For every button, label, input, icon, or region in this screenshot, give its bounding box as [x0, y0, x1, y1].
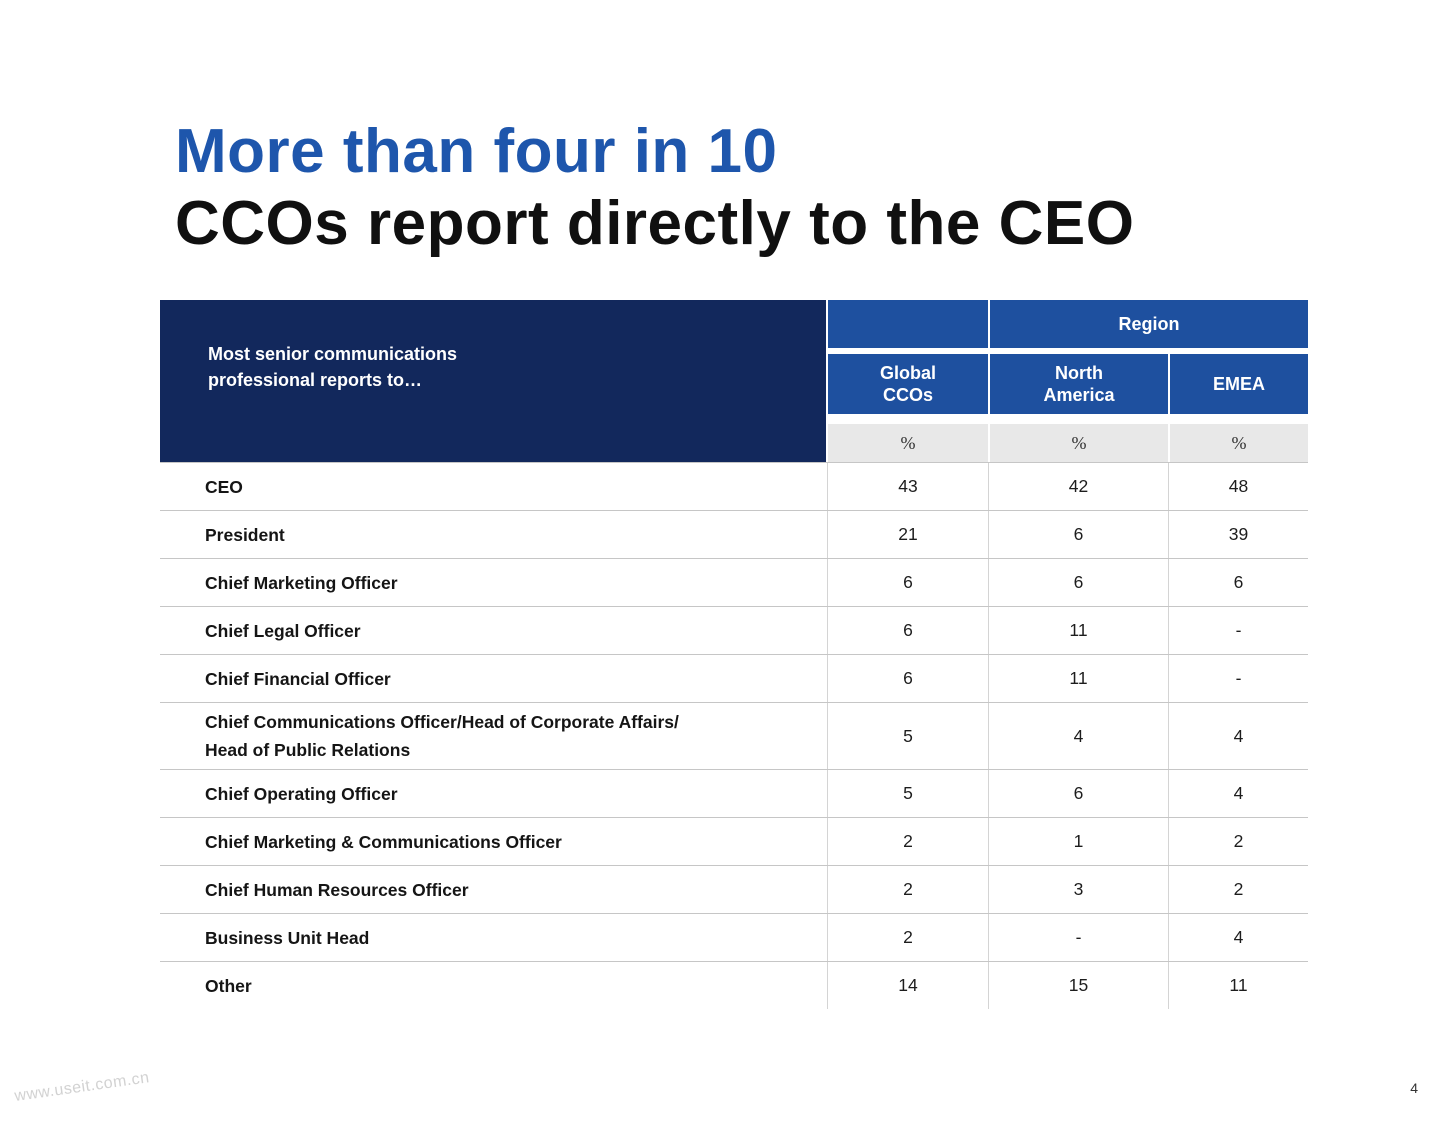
- row-value-global: 2: [827, 818, 988, 865]
- column-header-global: Global CCOs: [828, 354, 988, 414]
- table-row: Chief Operating Officer 5 6 4: [160, 769, 1308, 817]
- table-header: Most senior communications professional …: [160, 300, 1308, 462]
- row-value-north-america: 4: [988, 703, 1168, 769]
- row-label: CEO: [205, 476, 243, 497]
- table-row: Chief Marketing & Communications Officer…: [160, 817, 1308, 865]
- table-row: Other 14 15 11: [160, 961, 1308, 1009]
- column-emea: EMEA %: [1170, 348, 1308, 462]
- row-value-emea: -: [1168, 607, 1308, 654]
- percent-cell-north-america: %: [990, 424, 1168, 462]
- title-line-1: More than four in 10: [175, 117, 778, 186]
- row-value-global: 6: [827, 655, 988, 702]
- row-value-north-america: 6: [988, 511, 1168, 558]
- row-value-global: 2: [827, 914, 988, 961]
- row-value-emea: 39: [1168, 511, 1308, 558]
- row-label: Chief Marketing & Communications Officer: [205, 831, 562, 852]
- slide-title: More than four in 10 CCOs report directl…: [175, 116, 1134, 260]
- global-top-spacer: [828, 300, 988, 348]
- row-value-north-america: 6: [988, 770, 1168, 817]
- row-value-emea: 11: [1168, 962, 1308, 1009]
- row-value-emea: 4: [1168, 770, 1308, 817]
- row-label: President: [205, 524, 285, 545]
- row-value-north-america: 6: [988, 559, 1168, 606]
- row-label: Chief Financial Officer: [205, 668, 391, 689]
- row-value-emea: 4: [1168, 703, 1308, 769]
- row-value-north-america: 11: [988, 607, 1168, 654]
- row-value-global: 2: [827, 866, 988, 913]
- region-header: Region: [990, 300, 1308, 348]
- row-value-north-america: -: [988, 914, 1168, 961]
- percent-cell-global: %: [828, 424, 988, 462]
- row-value-north-america: 42: [988, 463, 1168, 510]
- reports-table: Most senior communications professional …: [160, 300, 1308, 1009]
- row-value-global: 43: [827, 463, 988, 510]
- row-value-north-america: 3: [988, 866, 1168, 913]
- row-label: Chief Communications Officer/Head of Cor…: [205, 712, 679, 760]
- row-value-north-america: 1: [988, 818, 1168, 865]
- table-row: Chief Communications Officer/Head of Cor…: [160, 702, 1308, 769]
- row-header-cell: Most senior communications professional …: [160, 300, 826, 462]
- row-value-global: 14: [827, 962, 988, 1009]
- table-row: Business Unit Head 2 - 4: [160, 913, 1308, 961]
- column-header-north-america: North America: [990, 354, 1168, 414]
- row-value-emea: 6: [1168, 559, 1308, 606]
- row-value-north-america: 15: [988, 962, 1168, 1009]
- row-value-global: 5: [827, 770, 988, 817]
- table-row: Chief Financial Officer 6 11 -: [160, 654, 1308, 702]
- row-value-emea: -: [1168, 655, 1308, 702]
- row-value-global: 21: [827, 511, 988, 558]
- watermark: www.useit.com.cn: [13, 1069, 151, 1106]
- row-value-global: 6: [827, 607, 988, 654]
- row-label: Chief Legal Officer: [205, 620, 361, 641]
- title-line-2: CCOs report directly to the CEO: [175, 189, 1135, 258]
- column-header-emea: EMEA: [1170, 354, 1308, 414]
- row-label: Other: [205, 975, 252, 996]
- row-value-global: 5: [827, 703, 988, 769]
- column-global: Global CCOs %: [828, 300, 988, 462]
- region-group: Region North America % EMEA %: [990, 300, 1308, 462]
- row-label: Chief Operating Officer: [205, 783, 398, 804]
- row-value-north-america: 11: [988, 655, 1168, 702]
- row-value-global: 6: [827, 559, 988, 606]
- percent-cell-emea: %: [1170, 424, 1308, 462]
- region-columns: North America % EMEA %: [990, 348, 1308, 462]
- row-label: Chief Human Resources Officer: [205, 879, 469, 900]
- row-value-emea: 2: [1168, 818, 1308, 865]
- table-row: Chief Marketing Officer 6 6 6: [160, 558, 1308, 606]
- row-value-emea: 48: [1168, 463, 1308, 510]
- row-label: Business Unit Head: [205, 927, 370, 948]
- table-row: President 21 6 39: [160, 510, 1308, 558]
- row-value-emea: 2: [1168, 866, 1308, 913]
- table-row: Chief Legal Officer 6 11 -: [160, 606, 1308, 654]
- column-north-america: North America %: [990, 348, 1168, 462]
- row-value-emea: 4: [1168, 914, 1308, 961]
- table-row: Chief Human Resources Officer 2 3 2: [160, 865, 1308, 913]
- row-label: Chief Marketing Officer: [205, 572, 398, 593]
- page-number: 4: [1410, 1080, 1418, 1096]
- table-body: CEO 43 42 48 President 21 6 39 Chief Mar…: [160, 462, 1308, 1009]
- table-row: CEO 43 42 48: [160, 462, 1308, 510]
